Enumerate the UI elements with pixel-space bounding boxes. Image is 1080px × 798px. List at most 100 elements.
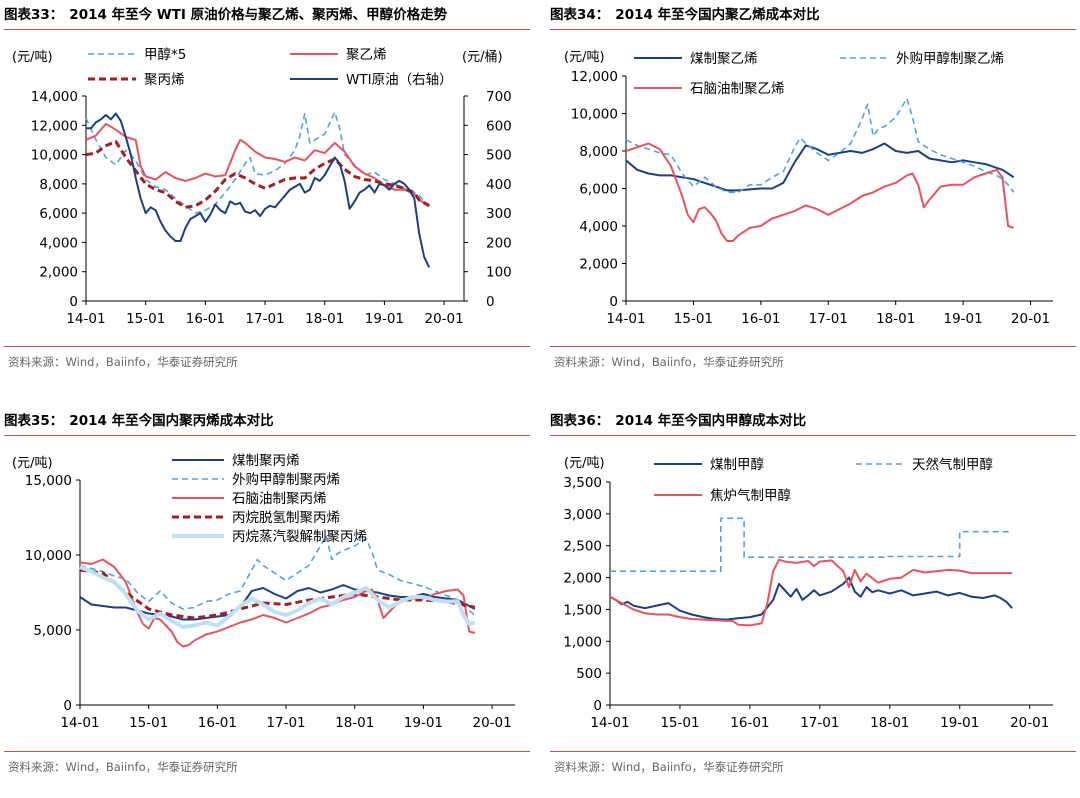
line-chart: 0 2,000 4,000 6,000 8,000 10,000 12,000 14,000 0… [12,46,512,327]
y-tick-label-left: 10,000 [31,148,78,164]
source-note: 资料来源：Wind，Baiinfo，华泰证券研究所 [554,760,784,774]
x-tick-label: 20-01 [472,715,511,731]
y-tick-label-left: 2,500 [563,539,602,555]
y-tick-label-left: 5,000 [33,623,72,639]
y-tick-label-left: 3,000 [563,507,602,523]
source-note: 资料来源：Wind，Baiinfo，华泰证券研究所 [8,355,238,369]
y-tick-label-left: 14,000 [31,89,78,105]
legend-label: 外购甲醇制聚乙烯 [896,50,1004,67]
source-note: 资料来源：Wind，Baiinfo，华泰证券研究所 [554,355,784,369]
x-tick-label: 16-01 [741,311,780,327]
x-tick-label: 20-01 [1010,715,1049,731]
y-tick-label-left: 3,500 [563,475,602,491]
source-divider [4,346,530,347]
x-tick-label: 17-01 [266,715,305,731]
chart-panel-36: 图表36： 2014 年至今国内甲醇成本对比 0 500 1,000 1,500 2,00… [550,408,1076,798]
chart-title: 图表33： 2014 年至今 WTI 原油价格与聚乙烯、聚丙烯、甲醇价格走势 [4,7,448,23]
y-tick-label-right: 200 [486,235,512,251]
y-tick-label-left: 0 [63,698,72,714]
x-tick-label: 14-01 [60,715,99,731]
y-unit-left: (元/吨) [564,456,605,471]
title-divider [550,435,1076,436]
source-divider [550,346,1076,347]
x-tick-label: 18-01 [335,715,374,731]
legend-label: 煤制聚乙烯 [690,51,758,67]
y-tick-label-left: 0 [69,294,78,310]
y-tick-label-left: 10,000 [571,107,618,123]
y-tick-label-left: 6,000 [39,206,78,222]
series-line-2 [609,558,1013,627]
series-line-3 [79,568,476,620]
source-note: 资料来源：Wind，Baiinfo，华泰证券研究所 [8,760,238,774]
y-tick-label-left: 0 [609,294,618,310]
y-tick-label-left: 15,000 [25,473,72,489]
title-divider [550,29,1076,30]
x-tick-label: 15-01 [660,715,699,731]
x-tick-label: 19-01 [365,311,404,327]
legend-label: 甲醇*5 [144,46,186,63]
x-tick-label: 14-01 [590,715,629,731]
legend-label: 丙烷蒸汽裂解制聚丙烯 [232,529,367,545]
legend-label: 石脑油制聚丙烯 [232,491,327,507]
y-tick-label-right: 300 [486,206,512,222]
series-line-0 [79,584,476,621]
source-divider [4,751,530,752]
series-line-1 [79,534,476,616]
y-tick-label-left: 4,000 [579,219,618,235]
legend-label: 焦炉气制甲醇 [710,487,791,504]
x-tick-label: 18-01 [876,311,915,327]
chart-panel-33: 图表33： 2014 年至今 WTI 原油价格与聚乙烯、聚丙烯、甲醇价格走势 0 2… [4,2,530,392]
y-tick-label-right: 600 [486,118,512,134]
series-line-0 [85,111,430,214]
y-tick-label-left: 10,000 [25,548,72,564]
y-tick-label-left: 12,000 [571,69,618,85]
legend-label: WTI原油（右轴） [346,72,453,88]
legend-label: 丙烷脱氢制聚丙烯 [232,510,340,526]
y-tick-label-right: 400 [486,177,512,193]
y-tick-label-left: 6,000 [579,182,618,198]
x-tick-label: 15-01 [674,311,713,327]
y-tick-label-left: 0 [593,698,602,714]
line-chart: 0 2,000 4,000 6,000 8,000 10,000 12,000 14-01 15… [564,50,1053,327]
y-tick-label-left: 8,000 [579,144,618,160]
x-tick-label: 14-01 [606,311,645,327]
y-tick-label-left: 1,000 [563,634,602,650]
x-tick-label: 18-01 [305,311,344,327]
x-tick-label: 17-01 [245,311,284,327]
title-divider [4,29,530,30]
x-tick-label: 19-01 [940,715,979,731]
legend-label: 外购甲醇制聚丙烯 [232,471,340,488]
x-tick-label: 17-01 [800,715,839,731]
line-chart: 0 5,000 10,000 15,000 14-01 15-01 16-01 17-01 18… [12,453,515,731]
chart-title: 图表34： 2014 年至今国内聚乙烯成本对比 [550,7,820,23]
x-tick-label: 16-01 [186,311,225,327]
y-tick-label-left: 8,000 [39,177,78,193]
y-tick-label-left: 500 [576,666,602,682]
line-chart: 0 500 1,000 1,500 2,000 2,500 3,000 3,500 14-01 1… [563,456,1053,731]
series-line-3 [86,112,431,268]
legend-label: 煤制聚丙烯 [232,453,300,469]
y-unit-left: (元/吨) [12,50,53,65]
y-tick-label-left: 2,000 [39,265,78,281]
chart-title: 图表36： 2014 年至今国内甲醇成本对比 [550,413,807,429]
y-tick-label-left: 2,000 [563,571,602,587]
series-line-1 [610,517,1013,572]
y-tick-label-right: 700 [486,89,512,105]
y-unit-left: (元/吨) [564,50,605,65]
x-tick-label: 15-01 [126,311,165,327]
y-tick-label-right: 500 [486,148,512,164]
x-tick-label: 19-01 [404,715,443,731]
x-tick-label: 19-01 [943,311,982,327]
y-tick-label-left: 12,000 [31,118,78,134]
y-unit-left: (元/吨) [12,456,53,471]
chart-title: 图表35： 2014 年至今国内聚丙烯成本对比 [4,413,274,429]
y-tick-label-right: 100 [486,265,512,281]
y-unit-right: (元/桶) [462,50,503,65]
y-tick-label-left: 2,000 [579,257,618,273]
x-tick-label: 17-01 [809,311,848,327]
series-line-0 [609,576,1013,621]
title-divider [4,435,530,436]
y-tick-label-left: 1,500 [563,602,602,618]
x-tick-label: 15-01 [129,715,168,731]
legend-label: 煤制甲醇 [710,456,764,473]
